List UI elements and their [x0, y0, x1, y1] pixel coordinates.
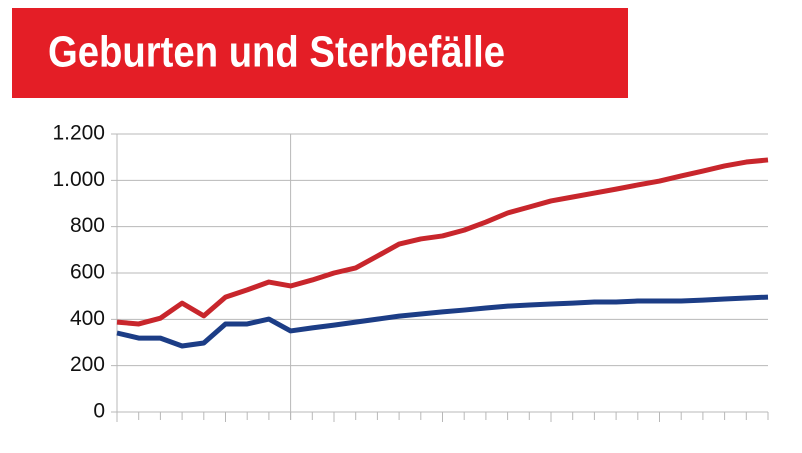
x-tick-label: 2030 [528, 450, 575, 453]
y-tick-label: 400 [70, 307, 105, 330]
y-tick-label: 0 [93, 400, 105, 423]
x-tick-label: 2015 [202, 450, 249, 453]
y-tick-label: 800 [70, 214, 105, 237]
chart-title: Geburten und Sterbefälle [48, 27, 505, 76]
title-banner [12, 8, 628, 98]
x-tick-label: 2035 [636, 450, 683, 453]
x-tick-label: 2025 [419, 450, 466, 453]
x-tick-label: 2010 [94, 450, 141, 453]
y-tick-label: 1.000 [52, 168, 105, 191]
x-tick-label: 2020 [311, 450, 358, 453]
y-tick-label: 600 [70, 261, 105, 284]
y-tick-label: 200 [70, 353, 105, 376]
data-line [116, 294, 769, 349]
data-line [116, 157, 769, 327]
y-tick-label: 1.200 [52, 122, 105, 145]
